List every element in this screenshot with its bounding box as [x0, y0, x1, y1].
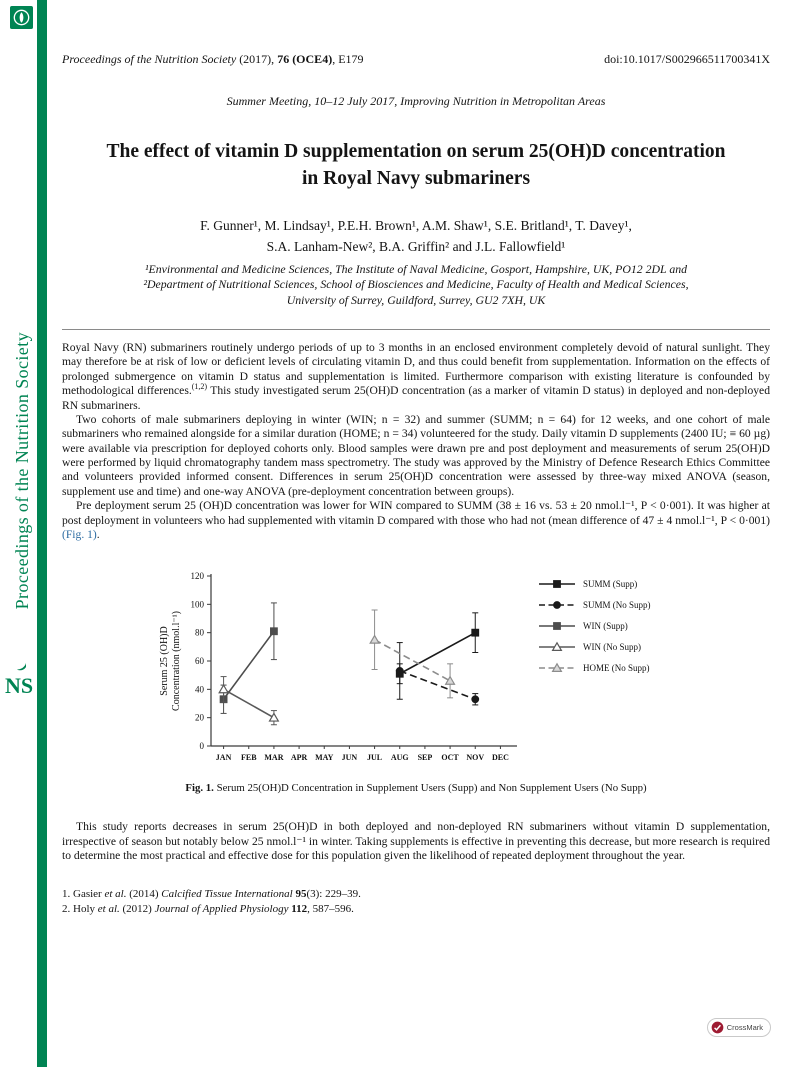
- svg-text:JUL: JUL: [367, 753, 382, 762]
- svg-text:Serum 25 (OH)D: Serum 25 (OH)D: [159, 627, 170, 696]
- affiliations: ¹Environmental and Medicine Sciences, Th…: [62, 262, 770, 309]
- text-segment: This study investigated serum 25(OH)D co…: [62, 384, 770, 412]
- svg-text:AUG: AUG: [391, 753, 409, 762]
- discussion-paragraph: This study reports decreases in serum 25…: [62, 820, 770, 863]
- text-segment: 2. Holy: [62, 902, 98, 915]
- svg-text:HOME (No Supp): HOME (No Supp): [583, 663, 650, 673]
- text-segment: (2014): [126, 888, 162, 901]
- svg-text:OCT: OCT: [441, 753, 459, 762]
- citation-volume: 76 (OCE4): [277, 52, 333, 66]
- reference-list: 1. Gasier et al. (2014) Calcified Tissue…: [62, 887, 770, 916]
- svg-text:20: 20: [195, 713, 205, 723]
- reference-journal: Calcified Tissue International: [161, 888, 296, 901]
- author-list: F. Gunner¹, M. Lindsay¹, P.E.H. Brown¹, …: [62, 216, 770, 258]
- svg-text:SUMM (No Supp): SUMM (No Supp): [583, 600, 651, 610]
- text-segment: Royal Navy (RN) submariners routinely un…: [62, 341, 770, 398]
- text-segment: et al.: [104, 888, 127, 901]
- article-title: The effect of vitamin D supplementation …: [90, 139, 742, 193]
- sidebar-accent-bar: [37, 0, 47, 1067]
- article-content: Proceedings of the Nutrition Society (20…: [62, 0, 770, 916]
- svg-text:WIN (Supp): WIN (Supp): [583, 621, 628, 631]
- text-segment: 1. Gasier: [62, 888, 105, 901]
- doi-text: doi:10.1017/S002966511700341X: [604, 52, 770, 66]
- reference-journal: Journal of Applied Physiology: [154, 902, 292, 915]
- svg-text:WIN (No Supp): WIN (No Supp): [583, 642, 641, 652]
- affiliation-line-3: University of Surrey, Guildford, Surrey,…: [286, 293, 546, 308]
- affiliation-line-2: ²Department of Nutritional Sciences, Sch…: [143, 277, 689, 292]
- journal-vertical-title: Proceedings of the Nutrition Society: [12, 332, 32, 610]
- svg-text:MAY: MAY: [315, 753, 334, 762]
- abstract-body: Royal Navy (RN) submariners routinely un…: [62, 341, 770, 542]
- svg-text:JAN: JAN: [216, 753, 232, 762]
- divider-rule: [62, 329, 770, 331]
- crossmark-label: CrossMark: [726, 1023, 763, 1032]
- figure-link[interactable]: (Fig. 1): [62, 527, 97, 541]
- nutrition-society-leaf-icon: NS: [5, 663, 33, 698]
- svg-text:NOV: NOV: [466, 753, 484, 762]
- svg-text:MAR: MAR: [264, 753, 283, 762]
- affiliation-line-1: ¹Environmental and Medicine Sciences, Th…: [144, 261, 688, 276]
- running-head: Proceedings of the Nutrition Society (20…: [62, 52, 770, 67]
- svg-text:80: 80: [195, 628, 205, 638]
- reference-volume: 95: [295, 888, 307, 901]
- figure-caption-text: Serum 25(OH)D Concentration in Supplemen…: [216, 782, 647, 795]
- citation-year: (2017),: [236, 52, 278, 66]
- svg-text:120: 120: [191, 571, 205, 581]
- authors-line-2: S.A. Lanham-New², B.A. Griffin² and J.L.…: [266, 238, 566, 254]
- text-segment: (3): 229–39.: [306, 888, 361, 901]
- svg-text:APR: APR: [291, 753, 308, 762]
- svg-text:Concentration (nmol.l⁻¹): Concentration (nmol.l⁻¹): [171, 611, 182, 711]
- reference-volume: 112: [291, 902, 308, 915]
- title-line-2: in Royal Navy submariners: [301, 167, 531, 189]
- svg-text:60: 60: [195, 656, 205, 666]
- svg-text:JUN: JUN: [342, 753, 358, 762]
- svg-text:DEC: DEC: [492, 753, 509, 762]
- citation-page: , E179: [332, 52, 364, 66]
- reference-item: 1. Gasier et al. (2014) Calcified Tissue…: [62, 887, 770, 902]
- meeting-line: Summer Meeting, 10–12 July 2017, Improvi…: [226, 94, 606, 108]
- authors-line-1: F. Gunner¹, M. Lindsay¹, P.E.H. Brown¹, …: [200, 217, 632, 233]
- nutrition-society-logo: NS: [4, 662, 36, 698]
- text-segment: et al.: [97, 902, 120, 915]
- publisher-logo-icon: [10, 6, 33, 29]
- paragraph-3: Pre deployment serum 25 (OH)D concentrat…: [62, 499, 770, 542]
- svg-text:SEP: SEP: [418, 753, 433, 762]
- svg-text:NS: NS: [5, 673, 33, 698]
- figure-caption-label: Fig. 1.: [185, 782, 214, 795]
- crossmark-badge[interactable]: CrossMark: [706, 1018, 771, 1037]
- title-line-1: The effect of vitamin D supplementation …: [106, 141, 726, 162]
- text-segment: .: [96, 527, 100, 541]
- figure-1: 0 20 40 60 80 100 120 JAN FEB MAR APR MAY JUN JUL AUG S…: [62, 564, 770, 794]
- reference-marker[interactable]: (1,2): [191, 382, 208, 392]
- journal-name: Proceedings of the Nutrition Society: [62, 52, 237, 66]
- text-segment: , 587–596.: [307, 902, 354, 915]
- publisher-logo: [10, 6, 33, 29]
- svg-text:100: 100: [191, 600, 205, 610]
- reference-item: 2. Holy et al. (2012) Journal of Applied…: [62, 902, 770, 917]
- figure-caption: Fig. 1. Serum 25(OH)D Concentration in S…: [62, 782, 770, 794]
- fig1-chart: 0 20 40 60 80 100 120 JAN FEB MAR APR MAY JUN JUL AUG S…: [159, 571, 651, 762]
- paragraph-1: Royal Navy (RN) submariners routinely un…: [62, 341, 770, 413]
- text-segment: Pre deployment serum 25 (OH)D concentrat…: [62, 499, 770, 527]
- crossmark-icon: [711, 1021, 724, 1034]
- svg-text:FEB: FEB: [241, 753, 257, 762]
- svg-text:SUMM (Supp): SUMM (Supp): [583, 579, 637, 589]
- svg-text:40: 40: [195, 685, 205, 695]
- text-segment: (2012): [119, 902, 155, 915]
- paragraph-2: Two cohorts of male submariners deployin…: [62, 412, 770, 498]
- journal-citation: Proceedings of the Nutrition Society (20…: [62, 52, 364, 67]
- svg-text:0: 0: [200, 741, 205, 751]
